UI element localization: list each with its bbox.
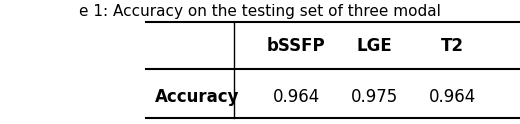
Text: 0.964: 0.964 [429, 88, 476, 106]
Text: Accuracy: Accuracy [155, 88, 240, 106]
Text: T2: T2 [441, 37, 464, 55]
Text: bSSFP: bSSFP [267, 37, 326, 55]
Text: 0.964: 0.964 [273, 88, 320, 106]
Text: LGE: LGE [357, 37, 392, 55]
Text: e 1: Accuracy on the testing set of three modal: e 1: Accuracy on the testing set of thre… [79, 4, 441, 19]
Text: 0.975: 0.975 [351, 88, 398, 106]
